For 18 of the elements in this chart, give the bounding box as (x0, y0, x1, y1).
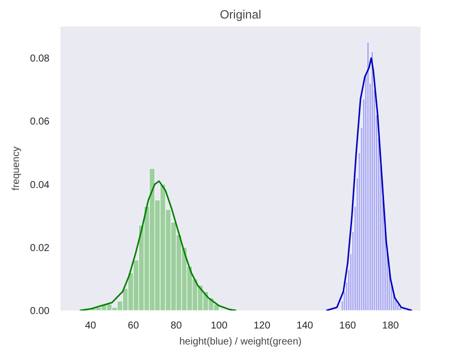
y-tick-label: 0.08 (30, 54, 50, 65)
x-tick-label: 80 (170, 320, 182, 332)
y-tick-label: 0.00 (30, 306, 50, 317)
line-series (325, 57, 413, 310)
x-tick-label: 40 (84, 320, 96, 332)
chart-title: Original (220, 8, 262, 22)
x-tick-label: 100 (210, 320, 228, 332)
line-series (79, 180, 237, 310)
x-tick-label: 60 (128, 320, 140, 332)
y-tick-label: 0.06 (30, 116, 50, 128)
x-tick-label: 120 (254, 320, 271, 332)
x-tick-label: 180 (382, 320, 400, 332)
x-tick-label: 140 (296, 320, 314, 332)
x-tick-label: 160 (339, 320, 356, 332)
x-axis-title: height(blue) / weight(green) (179, 336, 302, 348)
y-tick-label: 0.04 (30, 180, 50, 191)
y-axis-title: frequency (11, 146, 22, 190)
y-tick-label: 0.02 (30, 242, 50, 254)
